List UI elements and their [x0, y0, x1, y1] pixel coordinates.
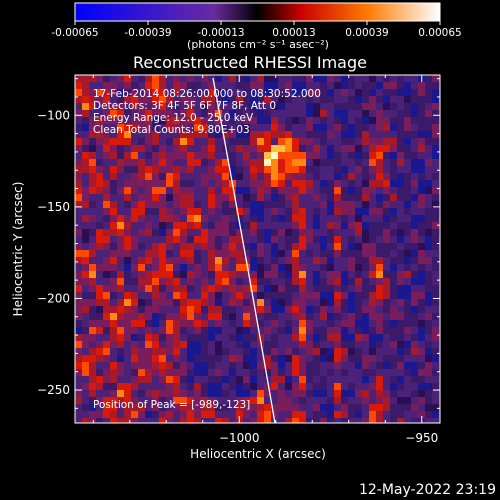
footer-date: 12-May-2022 23:19 — [358, 482, 496, 498]
annotation-counts: Clean Total Counts: 9.80E+03 — [93, 124, 250, 136]
annotation-time: 17-Feb-2014 08:26:00.000 to 08:30:52.000 — [93, 88, 321, 100]
colorbar-tick-label: 0.00039 — [345, 27, 388, 39]
annotation-energy: Energy Range: 12.0 - 25.0 keV — [93, 112, 254, 124]
y-tick-label: −200 — [37, 291, 70, 305]
colorbar — [74, 2, 441, 22]
x-tick-label: −950 — [405, 431, 438, 445]
solar-limb — [212, 77, 276, 423]
x-tick-label: −1000 — [219, 431, 260, 445]
annotation-detectors: Detectors: 3F 4F 5F 6F 7F 8F, Att 0 — [93, 100, 276, 112]
colorbar-tick-label: -0.00065 — [51, 27, 98, 39]
annotations: 17-Feb-2014 08:26:00.000 to 08:30:52.000… — [93, 88, 321, 411]
colorbar-tick-label: -0.00039 — [124, 27, 171, 39]
plot-frame — [74, 74, 441, 424]
y-tick-label: −150 — [37, 200, 70, 214]
colorbar-ticks: -0.00065 -0.00039 -0.00013 0.00013 0.00039 0.… — [51, 21, 462, 39]
colorbar-tick-label: -0.00013 — [197, 27, 244, 39]
chart-title: Reconstructed RHESSI Image — [133, 53, 367, 72]
colorbar-tick-label: 0.00065 — [418, 27, 461, 39]
annotation-peak: Position of Peak = [-989,-123] — [93, 399, 250, 411]
colorbar-tick-label: 0.00013 — [272, 27, 315, 39]
y-axis-ticks: −100 −150 −200 −250 — [37, 78, 440, 409]
heatmap — [75, 75, 440, 423]
x-axis-ticks: −1000−950−900 — [92, 75, 438, 445]
y-tick-label: −100 — [37, 108, 70, 122]
y-tick-label: −250 — [37, 383, 70, 397]
colorbar-unit-label: (photons cm⁻² s⁻¹ asec⁻²) — [187, 38, 329, 51]
y-axis-label: Heliocentric Y (arcsec) — [11, 182, 25, 317]
x-axis-label: Heliocentric X (arcsec) — [190, 447, 326, 461]
